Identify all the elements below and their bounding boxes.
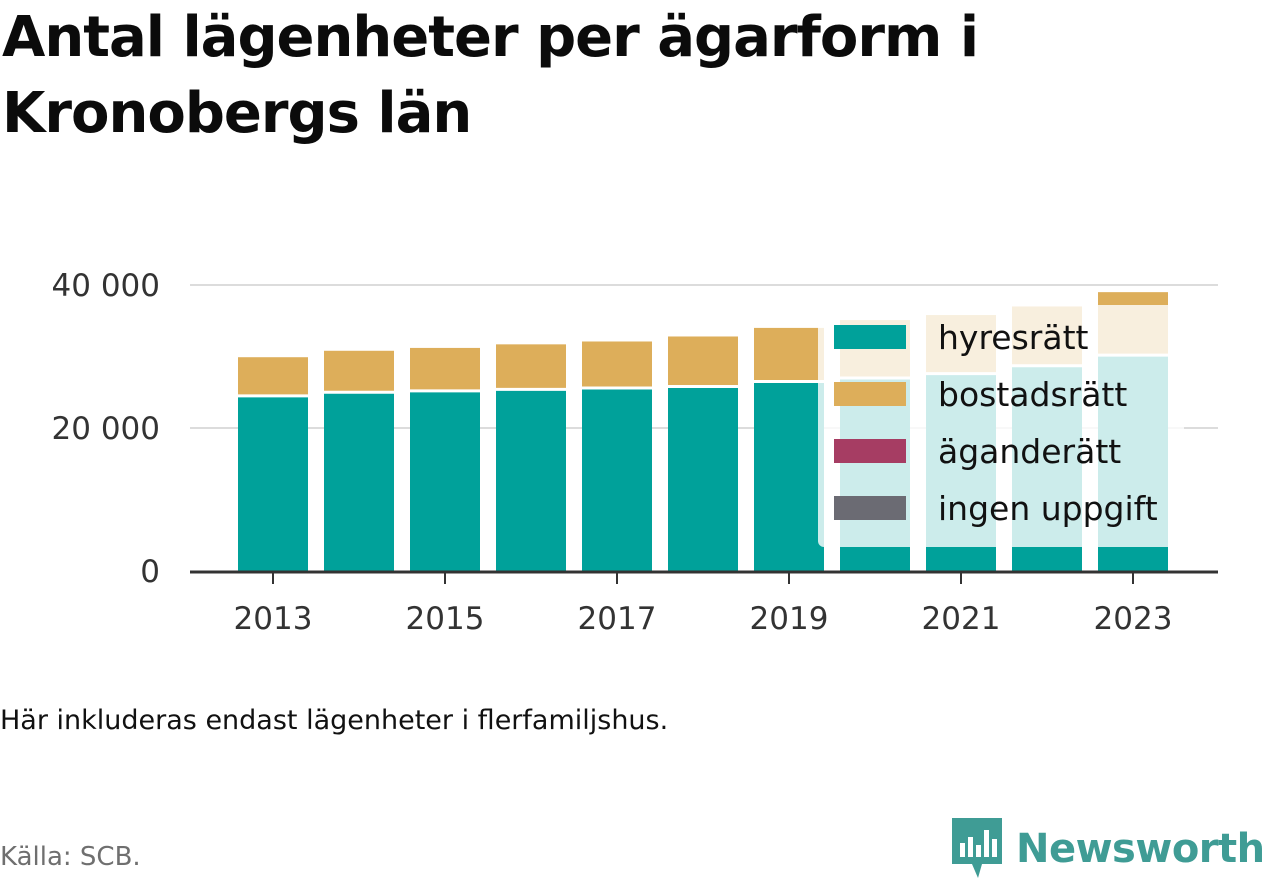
- y-tick-label: 0: [140, 554, 160, 590]
- legend-swatch: [834, 382, 906, 406]
- x-tick-label: 2017: [578, 601, 657, 637]
- bar-segment: [754, 327, 824, 382]
- x-axis-ticks: 2013 2015 2017 2019 2021 2023: [234, 572, 1173, 637]
- bar-segment: [496, 389, 566, 571]
- legend-label: äganderätt: [938, 432, 1121, 471]
- x-tick-label: 2021: [922, 601, 1001, 637]
- legend-label: bostadsrätt: [938, 375, 1127, 414]
- y-tick-label: 20 000: [52, 411, 160, 447]
- legend-swatch: [834, 325, 906, 349]
- legend: hyresrätt bostadsrätt äganderätt ingen uppg…: [818, 305, 1184, 547]
- source-text: Källa: SCB.: [0, 842, 141, 872]
- legend-label: hyresrätt: [938, 318, 1089, 357]
- x-tick-label: 2023: [1094, 601, 1173, 637]
- bar-segment: [582, 341, 652, 388]
- bar-chart-logo-icon: [952, 818, 1002, 878]
- x-tick-label: 2015: [406, 601, 485, 637]
- x-tick-label: 2019: [750, 601, 829, 637]
- bar-segment: [582, 387, 652, 571]
- bar-segment: [238, 357, 308, 396]
- bar-segment: [668, 336, 738, 387]
- legend-swatch: [834, 496, 906, 520]
- bar-segment: [496, 344, 566, 390]
- chart-title: Antal lägenheter per ägarform i Kronober…: [2, 5, 979, 146]
- bar-segment: [238, 395, 308, 571]
- bar-segment: [410, 347, 480, 391]
- bar-segment: [754, 381, 824, 571]
- x-tick-label: 2013: [234, 601, 313, 637]
- bar-segment: [668, 386, 738, 571]
- legend-swatch: [834, 439, 906, 463]
- newsworthy-logo[interactable]: Newsworthy: [952, 818, 1262, 880]
- brand-name: Newsworthy: [1016, 826, 1262, 872]
- bar-segment: [324, 392, 394, 571]
- bar-segment: [324, 350, 394, 393]
- chart-note: Här inkluderas endast lägenheter i flerf…: [0, 705, 669, 736]
- bar-segment: [410, 390, 480, 571]
- y-tick-label: 40 000: [52, 268, 160, 304]
- legend-background: [818, 305, 1184, 547]
- legend-label: ingen uppgift: [938, 489, 1158, 528]
- y-axis-labels: 0 20 000 40 000: [52, 268, 160, 590]
